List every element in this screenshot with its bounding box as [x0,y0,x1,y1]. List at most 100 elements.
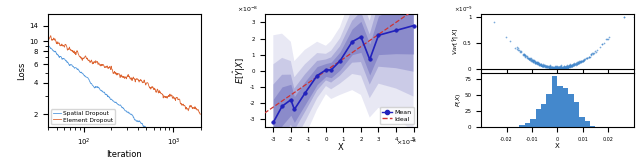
Point [567,65,577,67]
Point [573,62,583,64]
Point [577,59,588,61]
Point [563,66,573,68]
Point [548,66,559,69]
Point [563,66,573,69]
Point [534,63,544,65]
Point [531,61,541,63]
Point [567,64,577,66]
Bar [536,109,541,127]
Point [557,67,568,69]
Point [520,54,530,56]
Point [559,66,570,68]
Point [559,66,570,69]
Point [569,62,579,65]
Point [528,60,538,63]
Point [588,52,598,55]
Point [528,60,538,63]
Point [544,66,554,69]
Y-axis label: $Var[\hat{Y}|X]$: $Var[\hat{Y}|X]$ [451,28,461,55]
Point [574,61,584,63]
Point [526,59,536,62]
Point [568,64,579,67]
Point [562,66,572,69]
Point [573,61,583,64]
Spatial Dropout [127,114,134,115]
Point [545,66,555,68]
Point [524,58,534,61]
Point [568,64,578,67]
Point [545,66,555,69]
Bar [525,123,530,127]
Element Dropout [170,96,177,98]
Point [578,60,588,62]
Point [570,61,580,64]
Bar [590,126,595,127]
Point [561,64,572,66]
Point [531,62,541,65]
Point [513,49,524,51]
Point [545,64,555,66]
Point [576,60,586,62]
Point [552,65,563,67]
Spatial Dropout [117,104,125,106]
Point [550,66,560,69]
Point [514,49,524,51]
Point [597,43,607,45]
Point [520,55,531,58]
Point [554,67,564,69]
Point [575,61,586,63]
Point [556,66,566,69]
Point [560,66,570,69]
Point [565,64,575,66]
Point [563,66,573,68]
Point [543,65,553,67]
Point [534,63,545,66]
Bar [519,125,525,127]
Point [535,63,545,66]
Point [522,55,532,57]
Point [563,66,573,68]
Point [554,67,564,69]
Point [559,65,570,68]
Point [559,66,570,69]
Point [604,35,614,38]
Point [572,61,582,64]
Point [524,58,534,60]
Point [576,61,586,63]
Point [537,64,547,67]
Point [545,67,556,69]
Point [572,62,582,65]
Point [533,62,543,64]
Point [533,61,543,64]
Point [559,65,569,67]
Point [557,67,567,69]
Legend: Spatial Dropout, Element Dropout: Spatial Dropout, Element Dropout [51,109,115,124]
Point [548,67,558,69]
Point [538,65,548,67]
Point [557,66,568,69]
Point [576,60,586,63]
Point [525,57,535,60]
Point [532,62,542,65]
Point [540,64,550,66]
Point [572,62,582,65]
Point [555,67,565,69]
Point [576,60,586,63]
Spatial Dropout [135,120,143,122]
Point [542,66,552,68]
Point [549,67,559,69]
Point [566,64,577,67]
Point [551,65,561,68]
Point [540,65,550,68]
Point [552,66,563,68]
Point [538,64,548,67]
Point [564,65,574,68]
Point [586,53,596,55]
Point [553,66,563,68]
Point [526,58,536,61]
Point [522,56,532,59]
Point [540,65,550,67]
Point [577,60,587,62]
Spatial Dropout [44,45,52,47]
Point [565,64,575,67]
